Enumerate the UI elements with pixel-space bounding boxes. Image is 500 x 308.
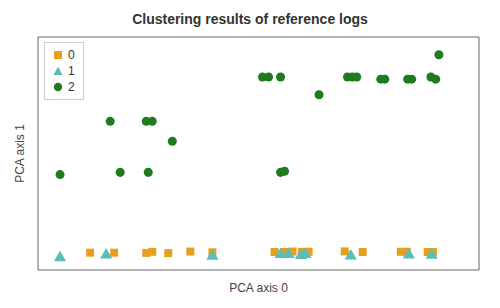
svg-text:PCA axis 0: PCA axis 0: [229, 281, 288, 295]
html-text:2: 2: [68, 80, 75, 94]
html-text:0: 0: [68, 48, 75, 62]
svg-text:PCA axis 1: PCA axis 1: [13, 124, 27, 183]
html-text:Clustering results of referenc: Clustering results of reference logs: [132, 11, 368, 27]
html-text:1: 1: [68, 64, 75, 78]
